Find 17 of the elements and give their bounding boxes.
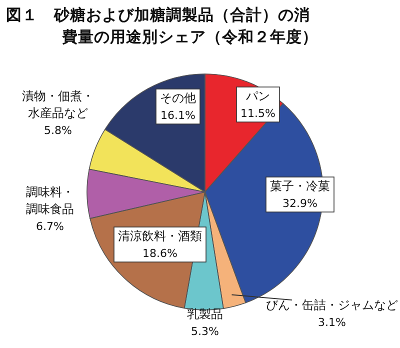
- slice-label: 菓子・冷菓: [270, 179, 330, 193]
- data-label: 3.1%: [318, 316, 346, 329]
- data-label: 6.7%: [36, 220, 64, 233]
- slice-label: 乳製品: [187, 307, 223, 321]
- slice-label: その他: [160, 91, 196, 105]
- chart-title: 図１ 砂糖および加糖調製品（合計）の消費量の用途別シェア（令和２年度）: [6, 6, 318, 46]
- slice-label: 漬物・佃煮・水産品など: [22, 89, 94, 120]
- data-label: 5.3%: [191, 325, 219, 338]
- slice-label: 清涼飲料・酒類: [118, 229, 202, 243]
- slice-label: パン: [245, 89, 270, 103]
- slice-label: びん・缶詰・ジャムなど: [266, 298, 398, 312]
- data-label: 5.8%: [44, 124, 72, 137]
- data-label: 11.5%: [240, 107, 276, 120]
- data-label: 18.6%: [142, 247, 178, 260]
- slice-label: 調味料・調味食品: [26, 185, 74, 216]
- data-label: 16.1%: [160, 109, 196, 122]
- data-label: 32.9%: [282, 197, 318, 210]
